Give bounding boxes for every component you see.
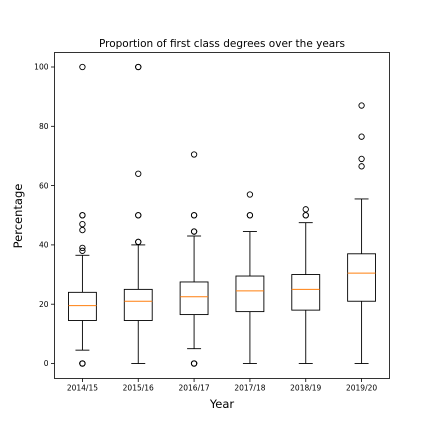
outlier-point — [79, 226, 86, 234]
box-iqr — [291, 274, 321, 311]
axes-frame — [54, 52, 390, 379]
box-group — [235, 191, 265, 364]
outlier-point — [190, 212, 198, 219]
x-tick-label: 2015/16 — [123, 384, 154, 393]
outlier-point — [79, 212, 86, 219]
y-axis-ticks: 0 20 40 60 80 100 — [34, 63, 55, 368]
outlier-point — [190, 228, 198, 235]
outlier-point — [190, 360, 198, 367]
outlier-point — [135, 170, 142, 177]
outlier-point — [135, 238, 142, 246]
x-tick-label: 2018/19 — [290, 384, 321, 393]
box-group — [291, 206, 321, 364]
outlier-point — [79, 360, 86, 367]
box-group — [347, 102, 376, 364]
outlier-point — [79, 244, 86, 252]
box-iqr — [235, 275, 265, 313]
x-axis-label: Year — [209, 397, 235, 411]
chart-title: Proportion of first class degrees over t… — [99, 38, 345, 50]
box-group — [68, 63, 97, 367]
outlier-point — [79, 63, 86, 71]
outlier-point — [135, 63, 142, 71]
x-tick-label: 2014/15 — [67, 384, 98, 393]
outlier-point — [358, 102, 365, 109]
x-tick-label: 2016/17 — [178, 384, 209, 393]
y-tick-label: 100 — [34, 63, 49, 72]
outlier-point — [302, 212, 309, 219]
box-iqr — [68, 291, 97, 321]
y-tick-label: 40 — [39, 241, 49, 250]
x-axis-ticks: 2014/15 2015/16 2016/17 2017/18 2018/19 2019/… — [67, 378, 377, 393]
outlier-point — [302, 206, 309, 213]
x-tick-label: 2017/18 — [234, 384, 265, 393]
outlier-point — [358, 133, 365, 140]
box-iqr — [347, 253, 376, 302]
outlier-point — [246, 191, 254, 198]
box-group — [123, 63, 153, 364]
x-tick-label: 2019/20 — [346, 384, 377, 393]
outlier-point — [358, 155, 365, 163]
plot-area — [68, 63, 376, 367]
y-tick-label: 80 — [39, 122, 49, 131]
y-tick-label: 60 — [39, 181, 49, 190]
box-iqr — [179, 281, 209, 316]
y-axis-label: Percentage — [11, 184, 25, 249]
box-iqr — [123, 288, 153, 321]
y-tick-label: 20 — [39, 300, 49, 309]
outlier-point — [79, 247, 86, 254]
box-group — [179, 151, 209, 367]
outlier-point — [358, 163, 365, 170]
y-tick-label: 0 — [44, 359, 49, 368]
outlier-point — [190, 151, 198, 158]
outlier-point — [79, 220, 86, 228]
outlier-point — [135, 212, 142, 219]
outlier-point — [246, 212, 254, 219]
